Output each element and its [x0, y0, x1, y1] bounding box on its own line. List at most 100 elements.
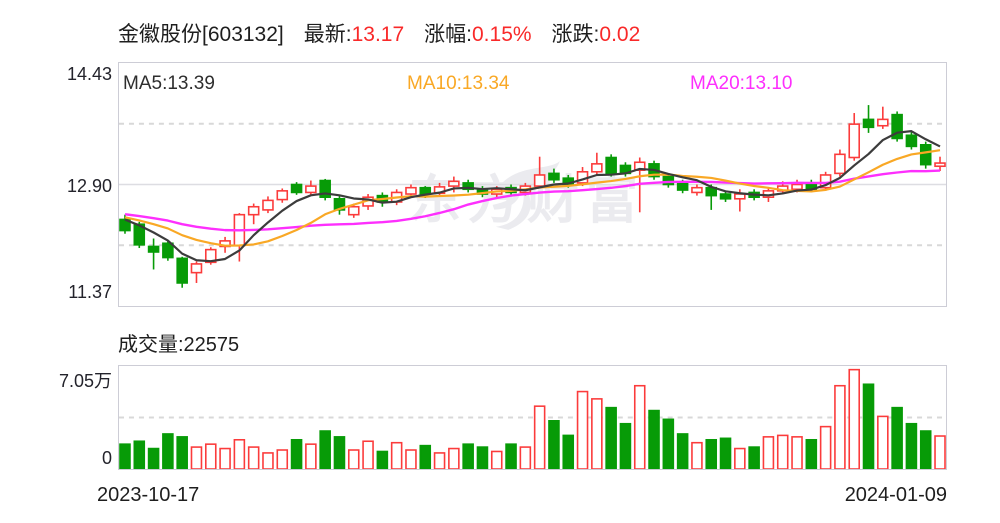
volume-bar	[719, 437, 732, 469]
volume-bar	[333, 436, 346, 469]
volume-title: 成交量:22575	[118, 334, 240, 356]
ma5-line	[124, 130, 941, 263]
volume-bar	[848, 368, 861, 469]
volume-bar	[219, 447, 231, 469]
volume-bar	[133, 440, 146, 469]
candle-up	[276, 188, 289, 203]
volume-bar	[376, 450, 389, 469]
latest-value: 13.17	[351, 23, 405, 46]
candle-up	[533, 156, 546, 189]
volume-bar	[147, 447, 160, 469]
candle-up	[691, 184, 703, 196]
volume-bar	[505, 443, 517, 469]
candle-up	[233, 213, 246, 262]
date-start: 2023-10-17	[97, 484, 200, 506]
candle-up	[247, 203, 260, 225]
volume-tick-top: 7.05万	[58, 371, 112, 391]
volume-bar	[362, 440, 374, 469]
volume-bar	[934, 435, 946, 469]
volume-bar	[562, 434, 575, 469]
volume-bar	[877, 415, 889, 469]
price-chart-panel[interactable]: 东方财富	[118, 62, 947, 307]
volume-bar	[619, 422, 632, 469]
volume-bar	[891, 406, 903, 469]
volume-bar	[476, 446, 489, 469]
candle-down	[919, 141, 932, 169]
volume-bar	[276, 449, 289, 469]
volume-bar	[190, 446, 203, 469]
volume-bar	[919, 430, 932, 469]
volume-bar	[433, 452, 446, 469]
candle-up	[262, 196, 274, 214]
candle-down	[319, 178, 331, 201]
candle-up	[848, 113, 861, 161]
price-tick-bottom: 11.37	[68, 282, 112, 302]
candle-up	[934, 156, 946, 171]
volume-bar	[762, 436, 775, 469]
volume-bar	[576, 390, 589, 469]
volume-bar	[819, 425, 832, 469]
candle-up	[834, 149, 846, 177]
volume-bar	[162, 433, 174, 469]
candle-down	[905, 132, 918, 150]
change-pct-label: 涨幅:	[424, 23, 472, 46]
ma20-line	[124, 169, 941, 232]
candle-down	[162, 240, 174, 261]
candle-up	[448, 176, 460, 193]
volume-chart-panel[interactable]	[118, 365, 947, 470]
volume-bar	[204, 443, 217, 469]
volume-bar	[319, 430, 331, 469]
volume-bar	[119, 443, 131, 469]
volume-chart-svg[interactable]	[119, 366, 946, 469]
volume-bar	[734, 447, 746, 469]
volume-bar	[419, 444, 432, 469]
candle-down	[462, 179, 474, 193]
volume-bar	[705, 438, 718, 469]
volume-bar	[605, 406, 617, 469]
volume-bar	[247, 446, 260, 469]
ma20-legend: MA20:13.10	[690, 73, 793, 94]
candle-down	[333, 195, 346, 215]
volume-bar	[591, 398, 603, 469]
candle-up	[877, 106, 889, 129]
volume-bar	[462, 443, 474, 469]
volume-bar	[405, 449, 417, 469]
volume-bar	[691, 441, 703, 469]
volume-bar	[262, 452, 274, 469]
ma10-line	[124, 149, 941, 247]
change-label: 涨跌:	[551, 23, 600, 46]
candle-down	[862, 105, 875, 133]
chart-title-row: 金徽股份[603132] 最新:13.17 涨幅:0.15% 涨跌:0.02	[118, 18, 640, 48]
candle-up	[405, 184, 417, 198]
date-end: 2024-01-09	[844, 484, 947, 506]
volume-bar	[233, 438, 246, 469]
latest-label: 最新:	[303, 23, 352, 46]
candle-up	[190, 261, 203, 283]
change-value: 0.02	[599, 23, 641, 46]
candle-up	[347, 203, 360, 218]
volume-bar	[176, 436, 188, 469]
volume-bar	[548, 420, 560, 469]
price-tick-top: 14.43	[66, 64, 112, 84]
volume-bar	[834, 384, 846, 469]
candle-up	[305, 180, 317, 196]
volume-bar	[305, 443, 317, 469]
candle-down	[548, 168, 560, 183]
candle-down	[719, 190, 732, 202]
volume-bar	[776, 434, 789, 469]
volume-bar	[791, 436, 803, 469]
price-chart-svg[interactable]	[119, 63, 946, 306]
volume-bar	[905, 422, 918, 469]
ma10-legend: MA10:13.34	[407, 73, 510, 94]
volume-bar	[748, 446, 760, 469]
volume-bar	[648, 409, 660, 469]
volume-bar	[633, 384, 646, 469]
stock-name: 金徽股份[603132]	[118, 23, 284, 46]
candle-down	[605, 154, 617, 177]
candle-down	[176, 256, 188, 288]
change-pct-value: 0.15%	[472, 23, 532, 46]
candle-down	[891, 111, 903, 142]
volume-bar	[662, 418, 675, 469]
volume-tick-zero: 0	[101, 448, 112, 468]
